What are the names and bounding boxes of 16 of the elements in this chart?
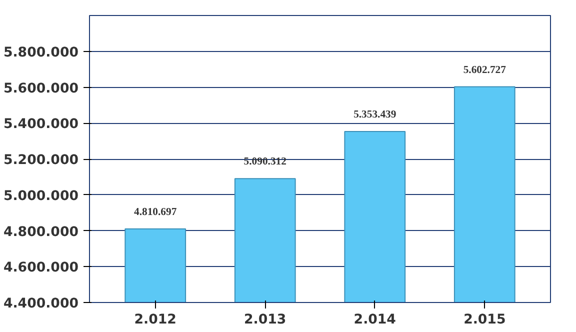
data-label: 5.353.439 bbox=[354, 109, 396, 120]
y-tick-label: 5.400.000 bbox=[3, 117, 79, 132]
y-tick-label: 5.600.000 bbox=[3, 81, 79, 96]
y-tick-label: 4.800.000 bbox=[3, 224, 79, 240]
x-tick-label: 2.012 bbox=[134, 312, 176, 328]
data-label: 5.090.312 bbox=[244, 156, 286, 168]
data-label: 5.602.727 bbox=[463, 64, 507, 76]
y-tick-label: 5.000.000 bbox=[3, 188, 79, 204]
data-label: 4.810.697 bbox=[134, 206, 178, 218]
y-tick-label: 5.800.000 bbox=[3, 45, 79, 60]
x-tick-label: 2.013 bbox=[244, 312, 286, 328]
y-tick-label: 5.200.000 bbox=[3, 153, 79, 168]
y-tick-label: 4.400.000 bbox=[3, 296, 79, 312]
y-tick-label: 4.600.000 bbox=[3, 260, 79, 276]
x-tick-label: 2.014 bbox=[354, 312, 396, 328]
x-tick-label: 2.015 bbox=[464, 312, 506, 328]
